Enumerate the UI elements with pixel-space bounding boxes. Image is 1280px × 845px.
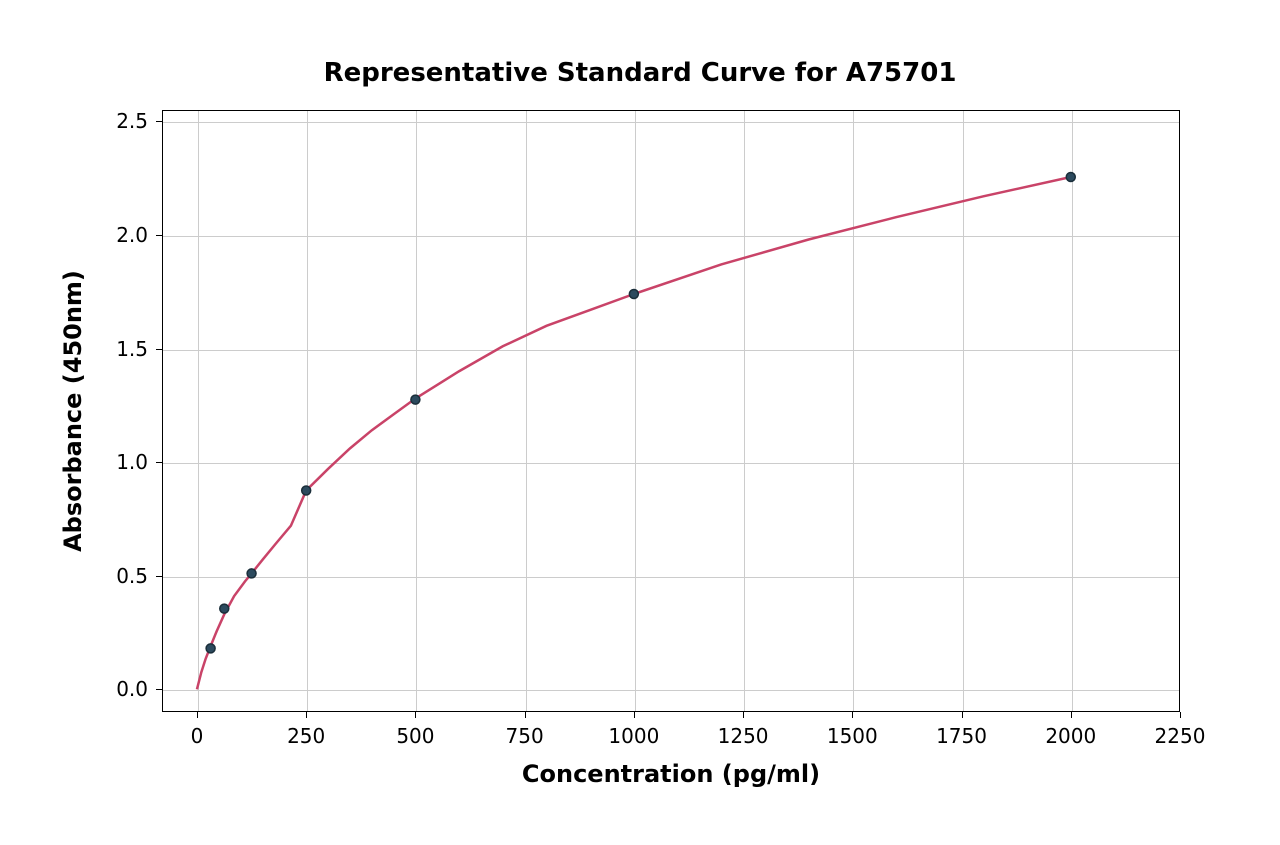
x-tick-label: 1250: [718, 724, 769, 748]
x-axis-label: Concentration (pg/ml): [162, 760, 1180, 788]
x-tick-label: 1500: [827, 724, 878, 748]
grid-line-horizontal: [163, 463, 1179, 464]
grid-line-horizontal: [163, 690, 1179, 691]
plot-area: [162, 110, 1180, 712]
x-tick-label: 750: [506, 724, 544, 748]
x-tick: [634, 712, 635, 718]
chart-container: Representative Standard Curve for A75701…: [0, 0, 1280, 845]
grid-line-horizontal: [163, 236, 1179, 237]
x-tick-label: 1000: [608, 724, 659, 748]
y-tick: [156, 689, 162, 690]
x-tick: [962, 712, 963, 718]
grid-line-vertical: [198, 111, 199, 711]
y-tick-label: 1.5: [116, 337, 148, 361]
x-tick: [1071, 712, 1072, 718]
x-tick: [743, 712, 744, 718]
y-tick: [156, 235, 162, 236]
x-tick: [1180, 712, 1181, 718]
grid-line-horizontal: [163, 122, 1179, 123]
y-tick-label: 2.0: [116, 223, 148, 247]
x-tick-label: 0: [191, 724, 204, 748]
x-tick: [415, 712, 416, 718]
y-tick: [156, 576, 162, 577]
y-tick-label: 0.5: [116, 564, 148, 588]
grid-line-vertical: [307, 111, 308, 711]
x-tick-label: 250: [287, 724, 325, 748]
grid-line-vertical: [526, 111, 527, 711]
x-tick-label: 2000: [1045, 724, 1096, 748]
y-tick-label: 2.5: [116, 109, 148, 133]
grid-line-vertical: [963, 111, 964, 711]
grid-line-horizontal: [163, 577, 1179, 578]
grid-line-vertical: [744, 111, 745, 711]
grid-line-vertical: [416, 111, 417, 711]
x-tick-label: 500: [396, 724, 434, 748]
chart-title: Representative Standard Curve for A75701: [0, 58, 1280, 88]
y-axis-label: Absorbance (450nm): [58, 110, 88, 712]
x-tick-label: 2250: [1155, 724, 1206, 748]
x-tick-label: 1750: [936, 724, 987, 748]
grid-line-vertical: [635, 111, 636, 711]
x-tick: [306, 712, 307, 718]
y-tick-label: 1.0: [116, 450, 148, 474]
y-tick: [156, 121, 162, 122]
y-tick: [156, 349, 162, 350]
grid-line-vertical: [1072, 111, 1073, 711]
grid-line-horizontal: [163, 350, 1179, 351]
x-tick: [525, 712, 526, 718]
x-tick: [852, 712, 853, 718]
y-tick-label: 0.0: [116, 677, 148, 701]
y-tick: [156, 462, 162, 463]
y-axis-label-text: Absorbance (450nm): [59, 270, 87, 552]
grid-line-vertical: [853, 111, 854, 711]
x-tick: [197, 712, 198, 718]
